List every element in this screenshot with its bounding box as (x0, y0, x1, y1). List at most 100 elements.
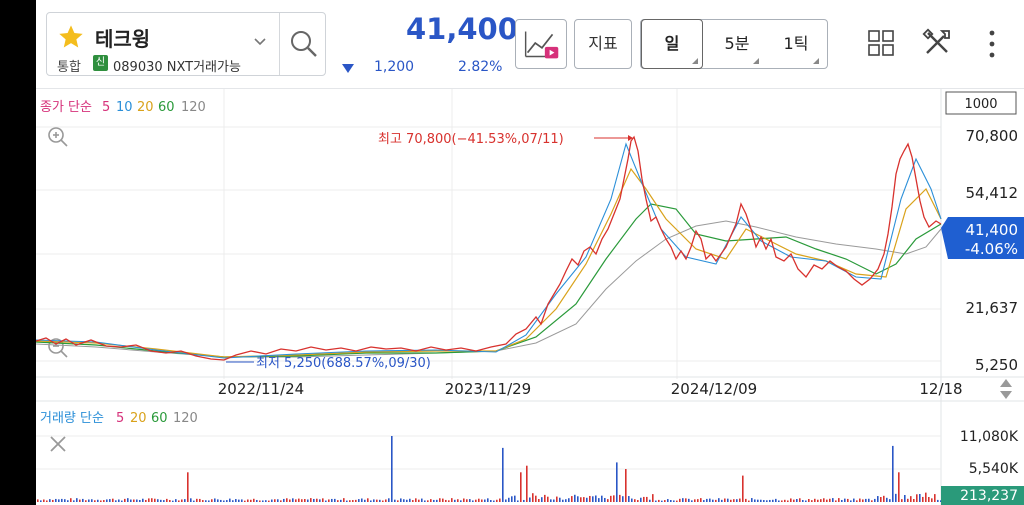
volume-bar (412, 500, 414, 502)
more-vertical-icon[interactable] (984, 28, 1000, 60)
volume-bar (253, 498, 255, 502)
candle-count-box[interactable] (945, 91, 1017, 115)
search-icon[interactable] (289, 29, 319, 59)
zoom-out-icon[interactable] (48, 338, 68, 358)
volume-bar (187, 472, 189, 502)
volume-bar (37, 499, 39, 502)
volume-bar (346, 500, 348, 502)
period-1tick-button[interactable]: 1틱 (769, 20, 823, 68)
volume-bar (184, 499, 186, 502)
volume-bar (853, 498, 855, 502)
tools-icon[interactable] (922, 28, 952, 58)
ma120-legend: 120 (181, 100, 206, 115)
volume-bar (934, 494, 936, 502)
volume-bar (799, 498, 801, 502)
volume-bar (316, 498, 318, 502)
volume-bar (742, 475, 744, 502)
volume-bar (178, 500, 180, 502)
volume-bar (883, 495, 885, 502)
divider (36, 88, 1024, 89)
volume-bar (361, 498, 363, 502)
volume-bar (856, 500, 858, 502)
volume-bar (577, 496, 579, 502)
volume-bar (127, 498, 129, 502)
volume-bar (94, 500, 96, 502)
volume-bar (91, 499, 93, 502)
ma60-line (36, 203, 942, 358)
price-chart[interactable]: 종가 단순 5 10 20 60 120 1000 70,800 54,412 … (36, 89, 1024, 505)
volume-bar (43, 499, 45, 502)
volume-bar (598, 498, 600, 502)
volume-bar (64, 499, 66, 502)
volume-bar (640, 497, 642, 502)
current-price-tag-change: -4.06% (965, 240, 1018, 258)
vol-y-tick-2: 5,540K (969, 461, 1019, 477)
volume-bar (820, 499, 822, 502)
layout-grid-icon[interactable] (868, 30, 894, 56)
volume-bar (376, 499, 378, 502)
volume-bar (787, 500, 789, 502)
volume-bar (133, 499, 135, 502)
volume-bar (892, 445, 894, 502)
volume-bar (802, 500, 804, 502)
chevron-down-icon[interactable] (253, 37, 267, 47)
volume-bar (172, 500, 174, 502)
period-day-button[interactable]: 일 (641, 19, 703, 69)
indicator-button[interactable]: 지표 (574, 19, 632, 69)
volume-bar (79, 499, 81, 502)
volume-bar (52, 499, 54, 502)
volume-bar (340, 499, 342, 502)
volume-bar (418, 499, 420, 502)
ma10-legend: 10 (116, 100, 133, 115)
candle-count-value: 1000 (964, 97, 997, 112)
volume-bar (805, 500, 807, 502)
volume-bar (106, 499, 108, 502)
volume-bar (367, 498, 369, 502)
volume-bar (454, 499, 456, 502)
volume-bars (37, 436, 942, 502)
zoom-in-icon[interactable] (48, 127, 68, 147)
volume-bar (430, 499, 432, 502)
volume-bar (343, 498, 345, 502)
volume-bar (415, 498, 417, 502)
period-5min-button[interactable]: 5분 (711, 20, 763, 68)
volume-bar (739, 498, 741, 502)
volume-bar (460, 500, 462, 502)
close-icon[interactable] (50, 436, 66, 452)
volume-bar (67, 500, 69, 502)
scroll-arrows-icon[interactable] (1000, 379, 1012, 399)
volume-bar (661, 500, 663, 502)
volume-bar (385, 499, 387, 502)
line-chart-icon (524, 31, 559, 59)
volume-bar (622, 496, 624, 502)
volume-bar (832, 498, 834, 502)
volume-bar (280, 500, 282, 502)
volume-bar (241, 499, 243, 502)
volume-bar (235, 499, 237, 502)
volume-bar (163, 500, 165, 502)
volume-bar (70, 498, 72, 502)
volume-bar (781, 500, 783, 502)
current-price-tag-value: 41,400 (966, 221, 1019, 239)
volume-bar (868, 498, 870, 502)
favorite-star-icon[interactable] (57, 23, 85, 51)
volume-bar (262, 500, 264, 502)
chart-type-button[interactable] (515, 19, 567, 69)
price-legend-label: 종가 단순 (40, 100, 92, 115)
volume-bar (301, 499, 303, 502)
volume-bar (544, 494, 546, 502)
market-tag: 통합 (57, 60, 81, 75)
volume-bar (700, 498, 702, 502)
volume-bar (772, 499, 774, 502)
volume-bar (694, 499, 696, 502)
volume-bar (493, 500, 495, 502)
volume-bar (328, 499, 330, 502)
volume-bar (427, 500, 429, 502)
volume-bar (514, 495, 516, 502)
volume-bar (838, 498, 840, 502)
vol-ma20-legend: 20 (130, 411, 147, 426)
volume-bar (718, 498, 720, 502)
volume-bar (124, 498, 126, 502)
stock-selector[interactable]: 테크윙 통합 신 089030 NXT거래가능 (46, 12, 326, 76)
current-price-tag (941, 217, 1024, 259)
